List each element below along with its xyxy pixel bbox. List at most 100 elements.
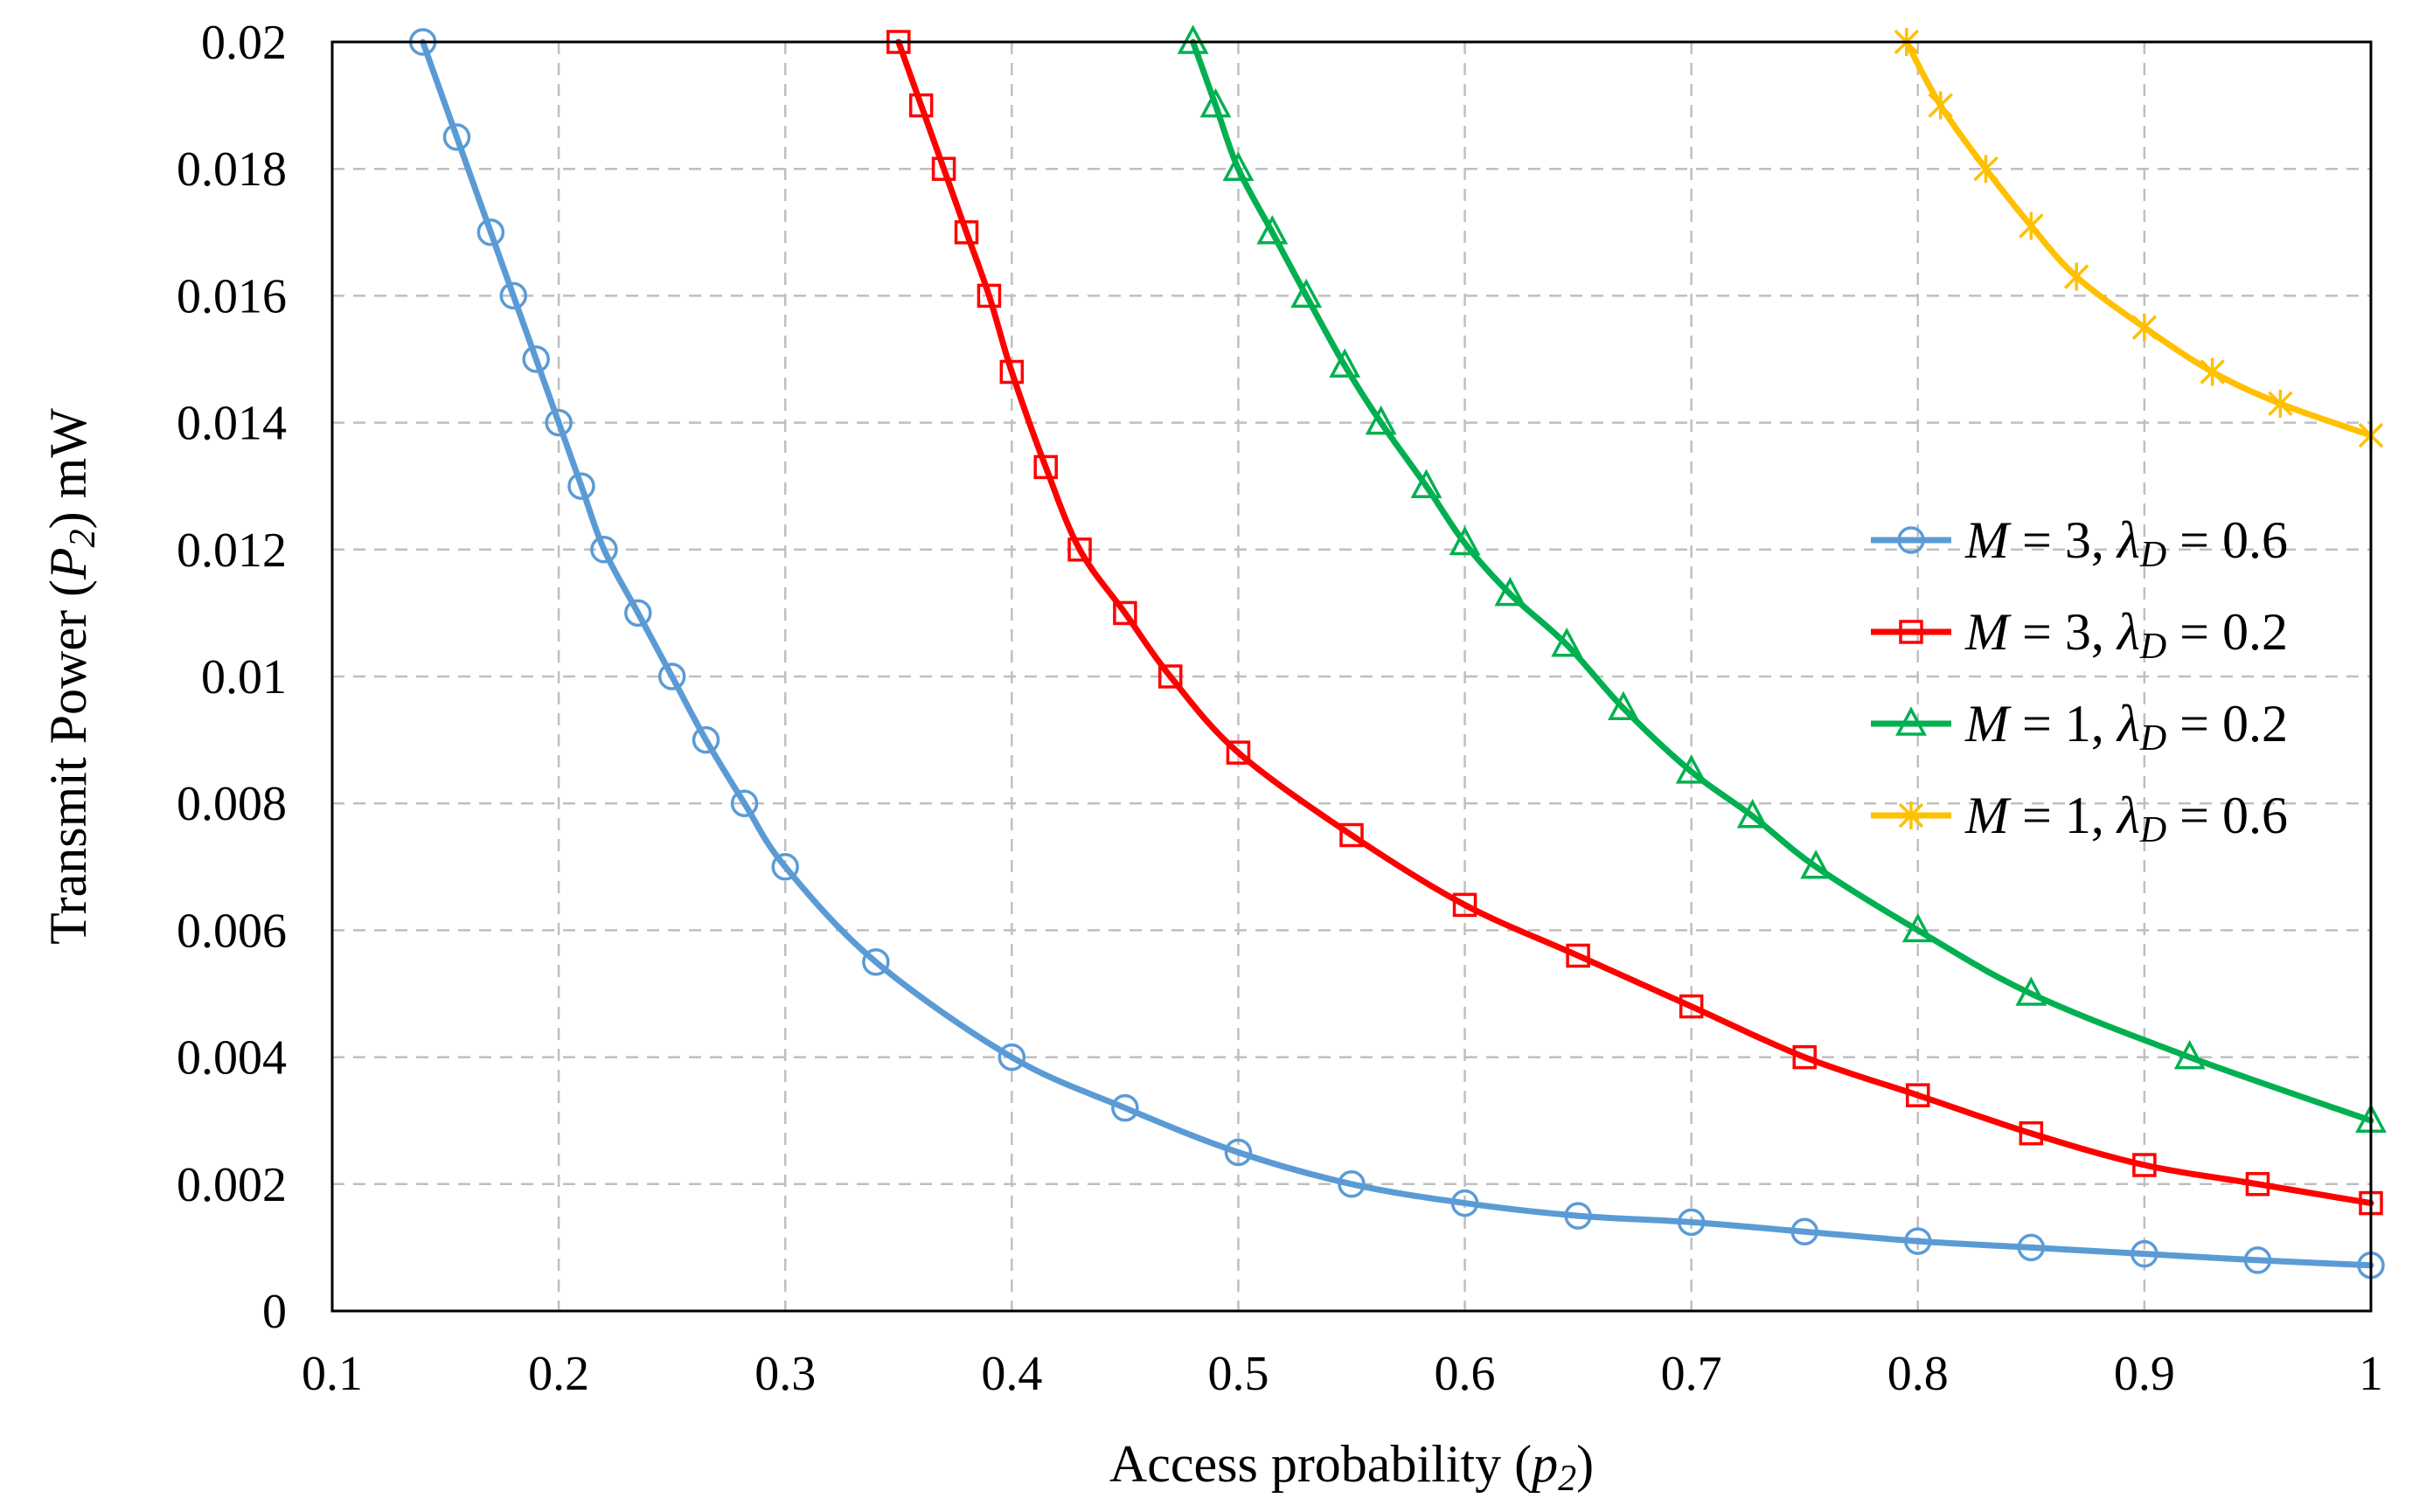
- data-point-square: [2132, 1153, 2157, 1177]
- data-point-square: [1566, 943, 1590, 968]
- data-point-star: [2063, 262, 2089, 291]
- series-line: [1903, 38, 2374, 439]
- data-point-triangle: [1410, 468, 1442, 498]
- data-point-circle: [657, 662, 686, 690]
- data-point-triangle: [1177, 24, 1209, 54]
- y-tick-label: 0.006: [177, 904, 287, 958]
- data-point-circle: [476, 218, 505, 246]
- x-tick-label: 0.4: [981, 1347, 1042, 1401]
- data-point-square: [931, 156, 956, 181]
- data-point-triangle: [1800, 850, 1832, 879]
- series-2: [886, 30, 2383, 1216]
- data-point-triangle: [1256, 215, 1289, 245]
- data-point-circle: [567, 472, 595, 500]
- plot-area-frame: [330, 40, 2373, 1313]
- data-point-square: [1906, 1083, 1930, 1107]
- series-group: [408, 24, 2387, 1280]
- data-point-triangle: [1449, 525, 1481, 556]
- data-point-square: [977, 283, 1002, 309]
- data-point-circle: [522, 345, 550, 373]
- legend-marker: [1895, 706, 1927, 736]
- gridlines: [332, 42, 2371, 1311]
- data-point-circle: [545, 408, 573, 437]
- data-point-circle: [499, 281, 528, 310]
- series-3: [1177, 24, 2387, 1133]
- x-tick-label: 0.9: [2114, 1347, 2175, 1401]
- y-tick-label: 0.018: [177, 142, 287, 197]
- data-point-circle: [442, 123, 471, 151]
- data-point-circle: [2017, 1233, 2046, 1262]
- data-point-circle: [2131, 1239, 2158, 1268]
- legend-item: M = 1, λD = 0.2: [1871, 695, 2288, 759]
- legend-item: M = 1, λD = 0.6: [1871, 787, 2288, 850]
- data-point-square: [954, 220, 979, 245]
- data-point-triangle: [1901, 912, 1934, 943]
- data-point-square: [1339, 822, 1364, 848]
- data-point-circle: [692, 725, 720, 754]
- data-point-square: [1113, 600, 1137, 626]
- data-point-circle: [1904, 1227, 1932, 1255]
- data-point-triangle: [1199, 87, 1232, 118]
- y-tick-label: 0.01: [201, 650, 287, 704]
- x-tick-label: 0.3: [754, 1347, 816, 1401]
- legend-marker: [1898, 801, 1924, 829]
- series-line: [420, 38, 2374, 1269]
- y-tick-label: 0.016: [177, 269, 287, 323]
- data-point-square: [1033, 454, 1058, 480]
- data-point-star: [2200, 357, 2225, 386]
- legend-label: M = 3, λD = 0.6: [1964, 511, 2288, 575]
- x-tick-label: 0.6: [1435, 1347, 1496, 1401]
- x-axis-ticks: 0.1 0.2 0.3 0.4 0.5 0.6 0.7 0.8 0.9 1: [302, 1347, 2383, 1401]
- data-point-square: [1067, 538, 1092, 562]
- legend-label: M = 1, λD = 0.6: [1964, 787, 2288, 850]
- data-point-triangle: [1290, 278, 1323, 309]
- data-point-circle: [862, 947, 890, 976]
- data-point-square: [1157, 664, 1183, 689]
- data-point-square: [1226, 740, 1251, 765]
- legend-label: M = 1, λD = 0.2: [1964, 695, 2288, 759]
- data-point-circle: [998, 1043, 1026, 1072]
- data-point-circle: [1450, 1189, 1479, 1217]
- legend-item: M = 3, λD = 0.2: [1871, 603, 2288, 667]
- series-line: [1190, 38, 2374, 1124]
- x-axis-title: Access probability (p2): [1109, 1435, 1594, 1499]
- data-point-circle: [1111, 1093, 1139, 1122]
- data-point-circle: [1564, 1202, 1592, 1230]
- data-point-triangle: [2015, 976, 2047, 1006]
- y-tick-label: 0.014: [177, 397, 287, 451]
- data-point-circle: [1677, 1208, 1706, 1237]
- x-tick-label: 0.2: [528, 1347, 589, 1401]
- series-4: [1894, 28, 2384, 450]
- data-point-circle: [1224, 1138, 1253, 1167]
- data-point-circle: [2243, 1246, 2272, 1274]
- data-point-triangle: [1365, 405, 1397, 435]
- data-point-triangle: [1736, 799, 1769, 829]
- legend-marker: [1897, 526, 1925, 554]
- data-point-star: [2019, 212, 2044, 240]
- data-point-square: [2019, 1120, 2044, 1146]
- data-point-circle: [590, 536, 618, 564]
- data-point-square: [1792, 1044, 1817, 1070]
- data-point-triangle: [1675, 754, 1707, 784]
- data-point-star: [2268, 389, 2293, 418]
- x-tick-label: 0.1: [302, 1347, 363, 1401]
- data-point-triangle: [1494, 576, 1526, 607]
- series-line: [895, 38, 2374, 1207]
- data-point-star: [1928, 91, 1953, 120]
- y-axis-ticks: 0 0.002 0.004 0.006 0.008 0.01 0.012 0.014 0.016…: [177, 16, 287, 1339]
- y-tick-label: 0.012: [177, 524, 287, 578]
- data-point-circle: [1338, 1170, 1366, 1198]
- legend-item: M = 3, λD = 0.6: [1871, 511, 2288, 575]
- y-tick-label: 0.008: [177, 777, 287, 831]
- data-point-circle: [730, 789, 759, 817]
- legend-label: M = 3, λD = 0.2: [1964, 603, 2288, 667]
- y-tick-label: 0.004: [177, 1031, 287, 1085]
- y-tick-label: 0.02: [201, 16, 287, 70]
- x-tick-label: 1: [2359, 1347, 2383, 1401]
- y-tick-label: 0: [262, 1285, 287, 1339]
- data-point-star: [1973, 155, 1998, 184]
- data-point-triangle: [2173, 1039, 2206, 1070]
- data-point-circle: [771, 853, 799, 881]
- data-point-triangle: [1608, 690, 1639, 721]
